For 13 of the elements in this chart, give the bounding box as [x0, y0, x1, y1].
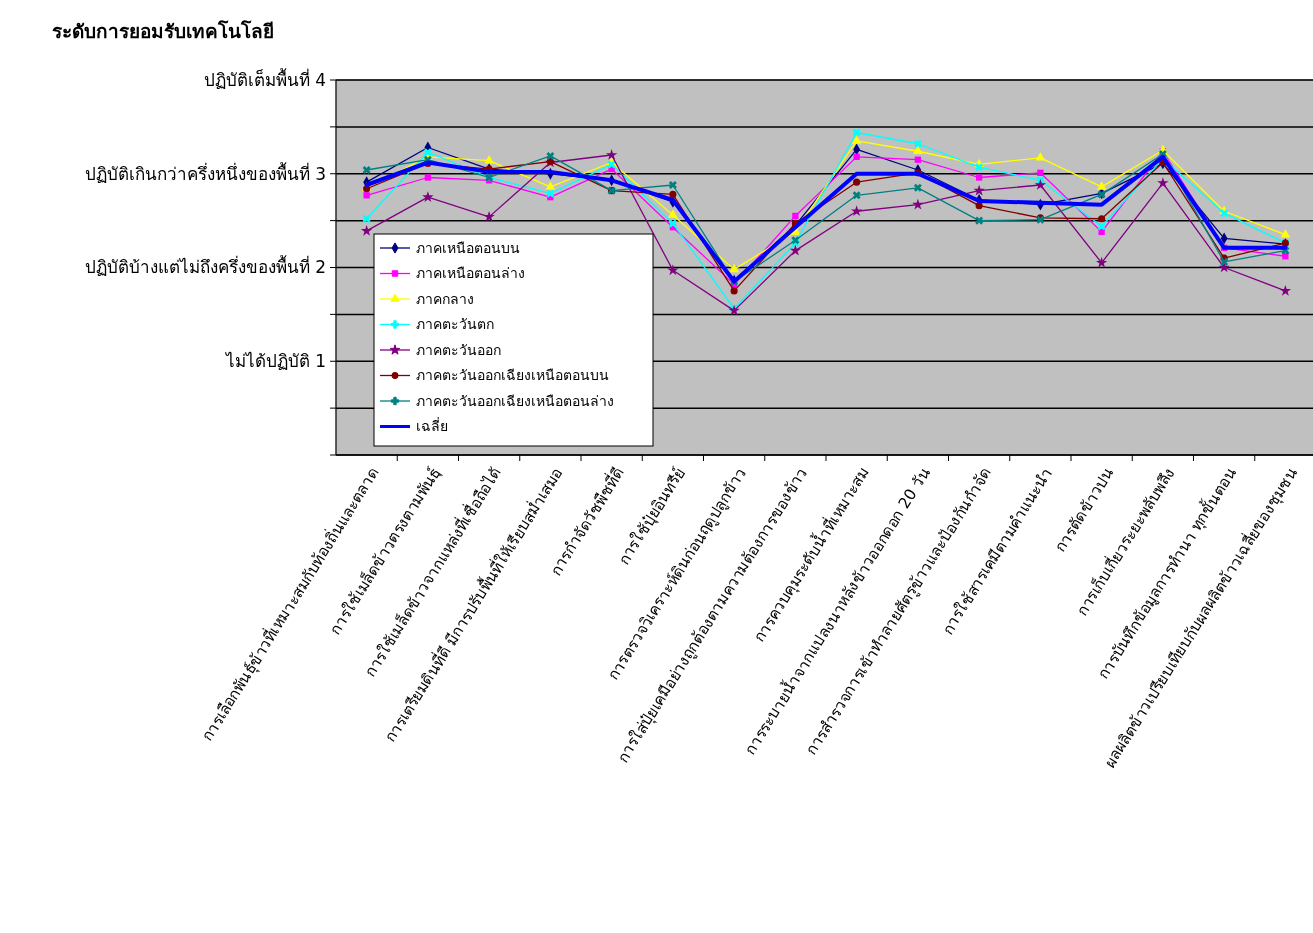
legend-label: ภาคตะวันตก — [416, 316, 494, 333]
legend-label: ภาคเหนือตอนล่าง — [416, 265, 525, 282]
legend-label: ภาคตะวันออกเฉียงเหนือตอนล่าง — [416, 392, 614, 409]
legend-label: ภาคตะวันออก — [416, 341, 501, 358]
y-tick-label: ไม่ได้ปฏิบัติ 1 — [223, 351, 326, 372]
legend-label: ภาคตะวันออกเฉียงเหนือตอนบน — [416, 367, 609, 384]
y-tick-label: ปฏิบัติบ้างแต่ไม่ถึงครึ่งของพื้นที่ 2 — [84, 255, 326, 278]
legend-label: เฉลี่ย — [416, 417, 448, 435]
y-tick-label: ปฏิบัติเกินกว่าครึ่งหนึ่งของพื้นที่ 3 — [84, 161, 326, 184]
legend-label: ภาคกลาง — [416, 290, 474, 307]
legend-label: ภาคเหนือตอนบน — [416, 239, 520, 256]
text: ระดับการยอมรับเทคโนโลยี — [52, 20, 274, 42]
y-tick-label: ปฏิบัติเต็มพื้นที่ 4 — [203, 67, 326, 90]
